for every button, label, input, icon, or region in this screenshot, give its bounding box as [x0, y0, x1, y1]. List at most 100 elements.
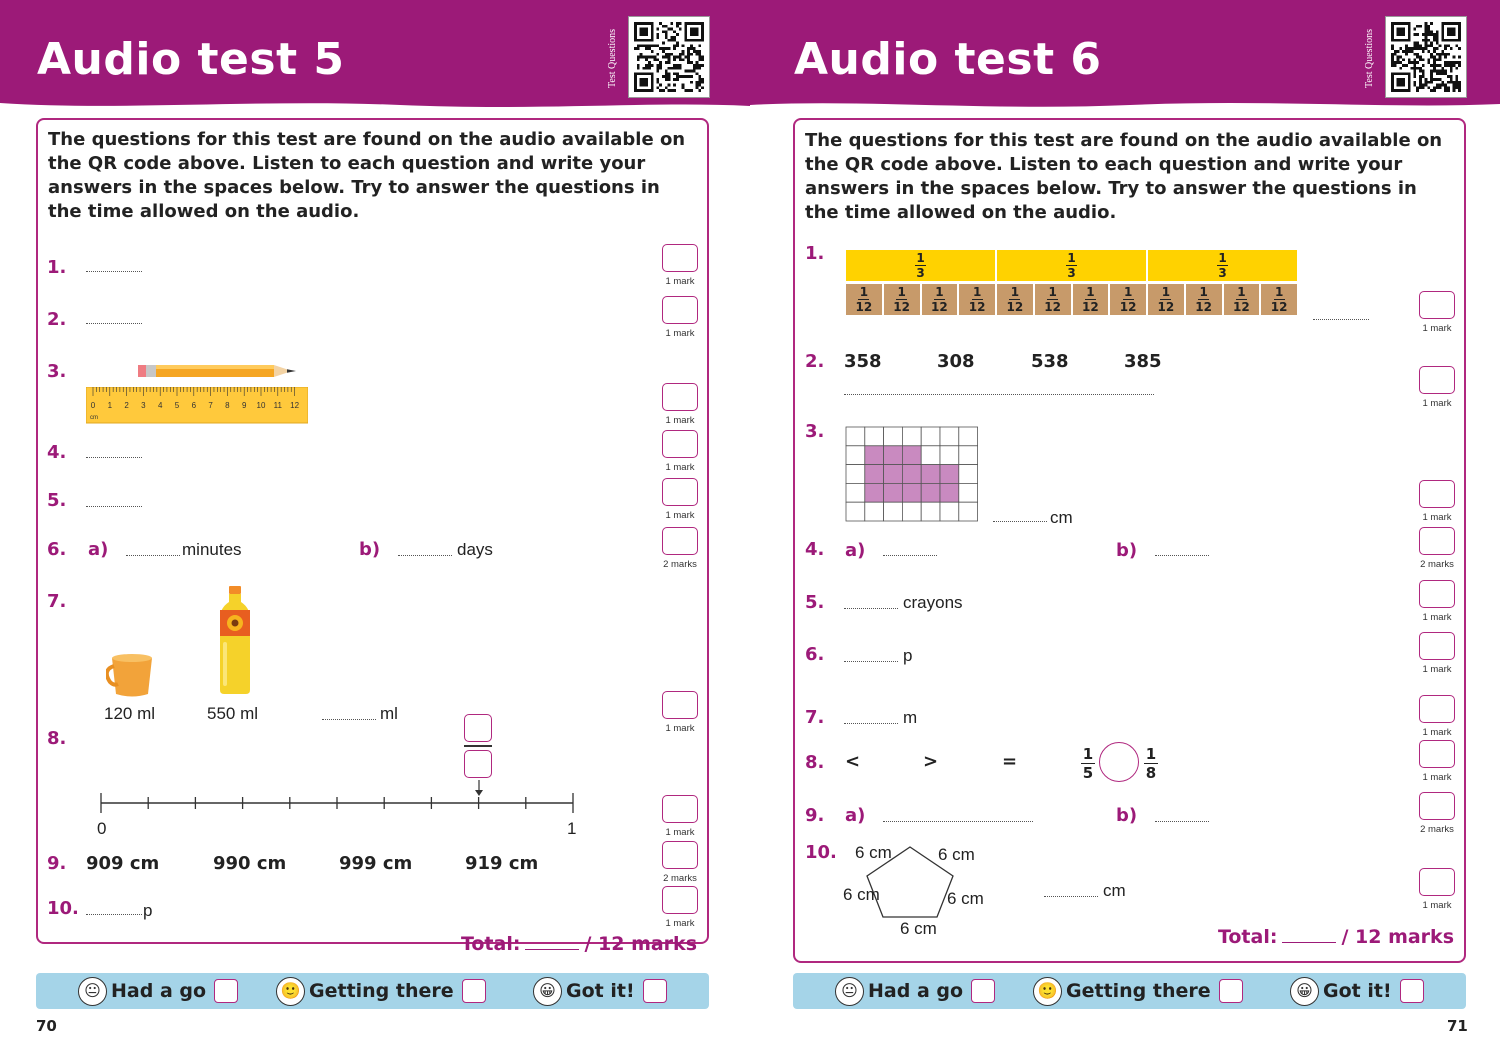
mark-box[interactable]	[662, 296, 698, 324]
getting-there-item: 🙂 Getting there	[1033, 976, 1243, 1006]
mark-box[interactable]	[662, 795, 698, 823]
answer-line[interactable]	[844, 722, 898, 724]
answer-line[interactable]	[883, 820, 1033, 822]
had-a-go-label: Had a go	[111, 980, 207, 1002]
right-fraction: 1 8	[1144, 746, 1158, 781]
answer-line[interactable]	[844, 660, 898, 662]
shaded-square	[864, 445, 884, 465]
getting-there-checkbox[interactable]	[461, 979, 486, 1003]
shaded-square	[920, 483, 941, 503]
page-number: 71	[1447, 1017, 1468, 1035]
mark-label: 1 mark	[665, 415, 695, 426]
answer-line[interactable]	[398, 554, 452, 556]
answer-line[interactable]	[86, 456, 142, 458]
mark-box[interactable]	[1419, 695, 1455, 723]
banner-wave	[750, 103, 1500, 113]
total-blank[interactable]	[1282, 942, 1337, 943]
numerator: 1	[1067, 251, 1076, 265]
mark-box[interactable]	[662, 527, 698, 555]
smile-face-icon: 🙂	[1033, 976, 1062, 1006]
had-a-go-checkbox[interactable]	[971, 979, 996, 1003]
shaded-square	[883, 464, 903, 484]
mark-box[interactable]	[1419, 792, 1455, 820]
question-number: 2.	[805, 351, 825, 372]
grid-square	[845, 464, 866, 484]
got-it-checkbox[interactable]	[1399, 979, 1424, 1003]
answer-line[interactable]	[86, 322, 142, 324]
got-it-checkbox[interactable]	[642, 979, 667, 1003]
equals-symbol: =	[1002, 751, 1018, 772]
neutral-face-icon: 😐	[78, 976, 107, 1006]
answer-box-denominator[interactable]	[464, 750, 492, 778]
answer-line[interactable]	[1044, 895, 1098, 897]
mark-box[interactable]	[662, 383, 698, 411]
mark-box[interactable]	[662, 244, 698, 272]
denominator: 12	[855, 300, 873, 314]
mark-box[interactable]	[1419, 740, 1455, 768]
one-twelfth-cell: 1 12	[1260, 283, 1298, 316]
answer-line[interactable]	[86, 505, 142, 507]
getting-there-checkbox[interactable]	[1218, 979, 1243, 1003]
mark-box[interactable]	[1419, 632, 1455, 660]
number-option: 538	[1031, 351, 1069, 372]
smile-face-icon: 🙂	[276, 976, 305, 1006]
answer-line[interactable]	[322, 718, 376, 720]
answer-line[interactable]	[1313, 318, 1369, 320]
answer-line[interactable]	[86, 913, 142, 915]
question-card: The questions for this test are found on…	[36, 118, 709, 955]
page-number: 70	[36, 1017, 57, 1035]
mark-box[interactable]	[662, 841, 698, 869]
number-option: 358	[844, 351, 882, 372]
mark-box[interactable]	[1419, 527, 1455, 555]
denominator: 12	[1006, 300, 1024, 314]
mark-box[interactable]	[662, 886, 698, 914]
unit-label: minutes	[182, 540, 242, 559]
answer-line[interactable]	[883, 554, 937, 556]
answer-line[interactable]	[1155, 554, 1209, 556]
question-number: 6.	[47, 539, 67, 560]
mark-box[interactable]	[662, 478, 698, 506]
answer-line[interactable]	[126, 554, 180, 556]
mark-box[interactable]	[1419, 291, 1455, 319]
mark-label: 2 marks	[663, 559, 697, 570]
answer-line[interactable]	[844, 393, 1154, 395]
bottle-icon	[220, 586, 250, 694]
question-card: The questions for this test are found on…	[793, 118, 1466, 963]
self-assessment-bar: 😐 Had a go 🙂 Getting there 😀 Got it!	[793, 973, 1466, 1009]
one-twelfth-cell: 1 12	[920, 283, 959, 316]
question-number: 6.	[805, 644, 825, 665]
grid-square	[958, 501, 979, 522]
numerator: 1	[1274, 285, 1284, 299]
mark-label: 2 marks	[663, 873, 697, 884]
ruler-unit-label: cm	[90, 415, 98, 421]
numerator: 1	[859, 285, 869, 299]
mark-box[interactable]	[1419, 480, 1455, 508]
total-blank[interactable]	[525, 949, 580, 950]
qr-code-icon[interactable]	[628, 16, 710, 98]
question-number: 7.	[805, 707, 825, 728]
mark-label: 1 mark	[1422, 900, 1452, 911]
mark-label: 1 mark	[665, 827, 695, 838]
mark-box[interactable]	[1419, 868, 1455, 896]
mark-box[interactable]	[1419, 366, 1455, 394]
answer-box-numerator[interactable]	[464, 714, 492, 742]
denominator: 12	[1195, 300, 1212, 314]
self-assessment-bar: 😐 Had a go 🙂 Getting there 😀 Got it!	[36, 973, 709, 1009]
mark-box[interactable]	[662, 691, 698, 719]
fraction-bar	[1198, 299, 1210, 300]
answer-line[interactable]	[844, 607, 898, 609]
header-banner	[0, 0, 750, 113]
comparison-circle[interactable]	[1099, 742, 1139, 782]
mark-label: 1 mark	[665, 510, 695, 521]
answer-line[interactable]	[1155, 820, 1209, 822]
answer-line[interactable]	[86, 270, 142, 272]
qr-code-icon[interactable]	[1385, 16, 1467, 98]
had-a-go-checkbox[interactable]	[214, 979, 239, 1003]
mark-box[interactable]	[1419, 580, 1455, 608]
unit-label: p	[143, 901, 153, 920]
qr-label: Test Questions	[1364, 28, 1375, 88]
answer-line[interactable]	[993, 520, 1047, 522]
grid-square	[920, 445, 941, 465]
mark-box[interactable]	[662, 430, 698, 458]
